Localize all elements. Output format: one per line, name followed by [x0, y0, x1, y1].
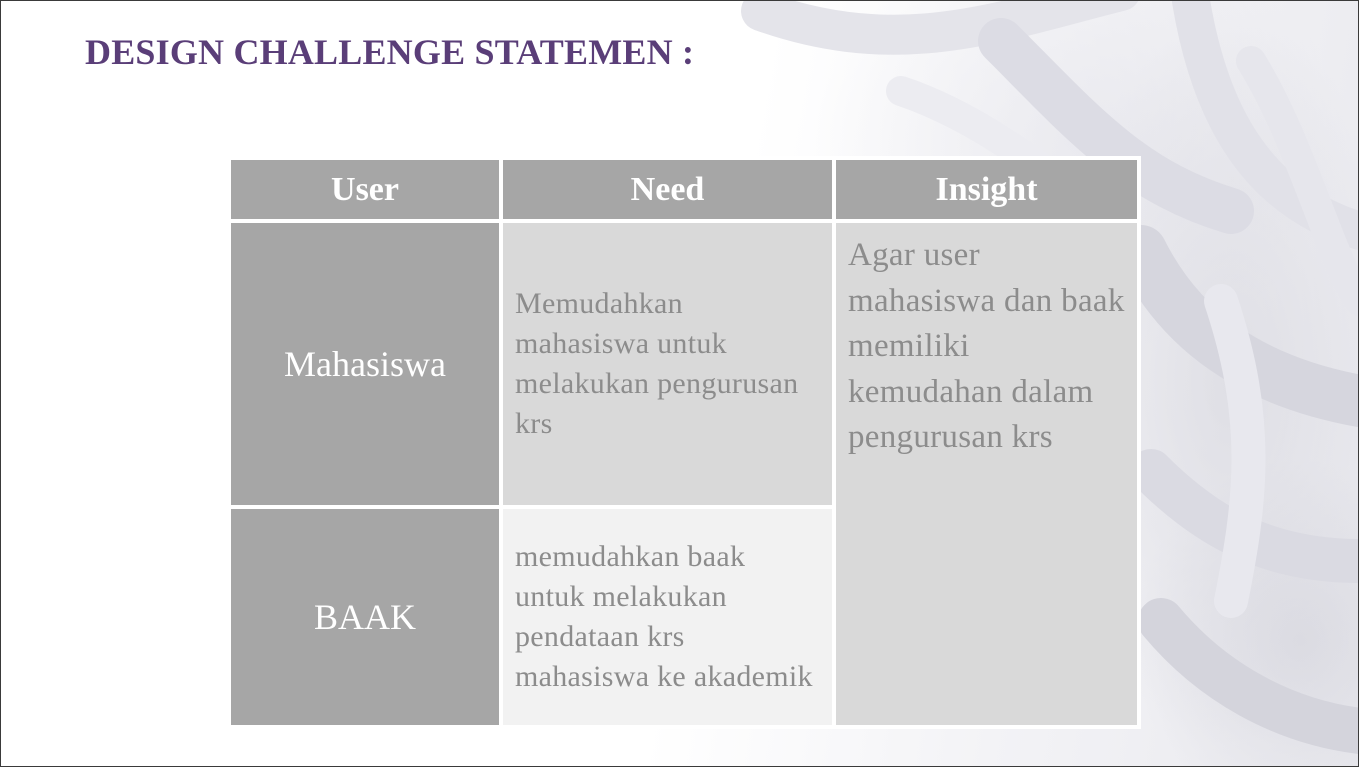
- user-cell-mahasiswa: Mahasiswa: [227, 219, 503, 509]
- insight-cell: Agar user mahasiswa dan baak memiliki ke…: [832, 219, 1141, 729]
- table-row: BAAK memudahkan baak untuk melakukan pen…: [227, 505, 1139, 729]
- header-user: User: [227, 156, 503, 223]
- user-cell-baak: BAAK: [227, 505, 503, 729]
- table-row: Mahasiswa Memudahkan mahasiswa untuk mel…: [227, 219, 1141, 729]
- need-cell-baak: memudahkan baak untuk melakukan pendataa…: [499, 505, 836, 729]
- need-cell-mahasiswa: Memudahkan mahasiswa untuk melakukan pen…: [499, 219, 836, 509]
- header-need: Need: [499, 156, 836, 223]
- design-challenge-table: User Need Insight Mahasiswa Memudahkan m…: [227, 156, 1141, 729]
- table-header-row: User Need Insight: [227, 156, 1141, 223]
- slide-title: DESIGN CHALLENGE STATEMEN :: [85, 32, 695, 72]
- header-insight: Insight: [832, 156, 1141, 223]
